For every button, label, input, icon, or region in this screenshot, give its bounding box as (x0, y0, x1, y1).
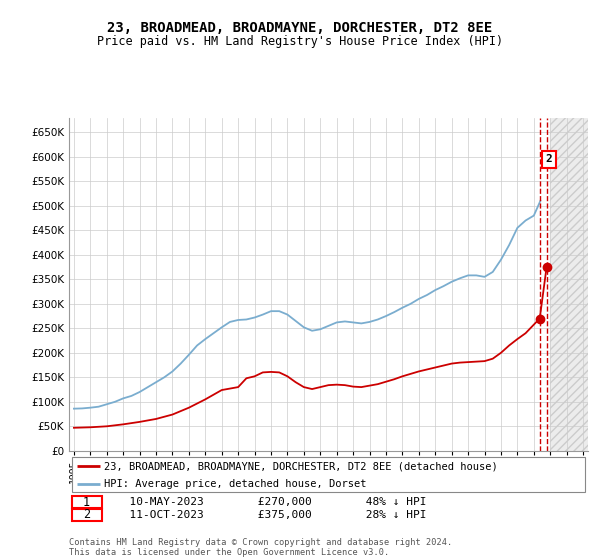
Bar (550, 118, 591, 451)
Bar (550, 118, 591, 451)
Text: 10-MAY-2023        £270,000        48% ↓ HPI: 10-MAY-2023 £270,000 48% ↓ HPI (116, 497, 426, 507)
Text: 2: 2 (546, 154, 553, 164)
Text: 11-OCT-2023        £375,000        28% ↓ HPI: 11-OCT-2023 £375,000 28% ↓ HPI (116, 510, 426, 520)
Text: Price paid vs. HM Land Registry's House Price Index (HPI): Price paid vs. HM Land Registry's House … (97, 35, 503, 48)
Text: 23, BROADMEAD, BROADMAYNE, DORCHESTER, DT2 8EE (detached house): 23, BROADMEAD, BROADMAYNE, DORCHESTER, D… (104, 461, 498, 471)
FancyBboxPatch shape (71, 496, 101, 508)
Text: 1: 1 (83, 496, 90, 508)
FancyBboxPatch shape (71, 509, 101, 521)
Text: HPI: Average price, detached house, Dorset: HPI: Average price, detached house, Dors… (104, 479, 367, 489)
FancyBboxPatch shape (71, 457, 586, 492)
Text: Contains HM Land Registry data © Crown copyright and database right 2024.: Contains HM Land Registry data © Crown c… (69, 538, 452, 547)
Text: This data is licensed under the Open Government Licence v3.0.: This data is licensed under the Open Gov… (69, 548, 389, 557)
Text: 23, BROADMEAD, BROADMAYNE, DORCHESTER, DT2 8EE: 23, BROADMEAD, BROADMAYNE, DORCHESTER, D… (107, 21, 493, 35)
Text: 2: 2 (83, 508, 90, 521)
